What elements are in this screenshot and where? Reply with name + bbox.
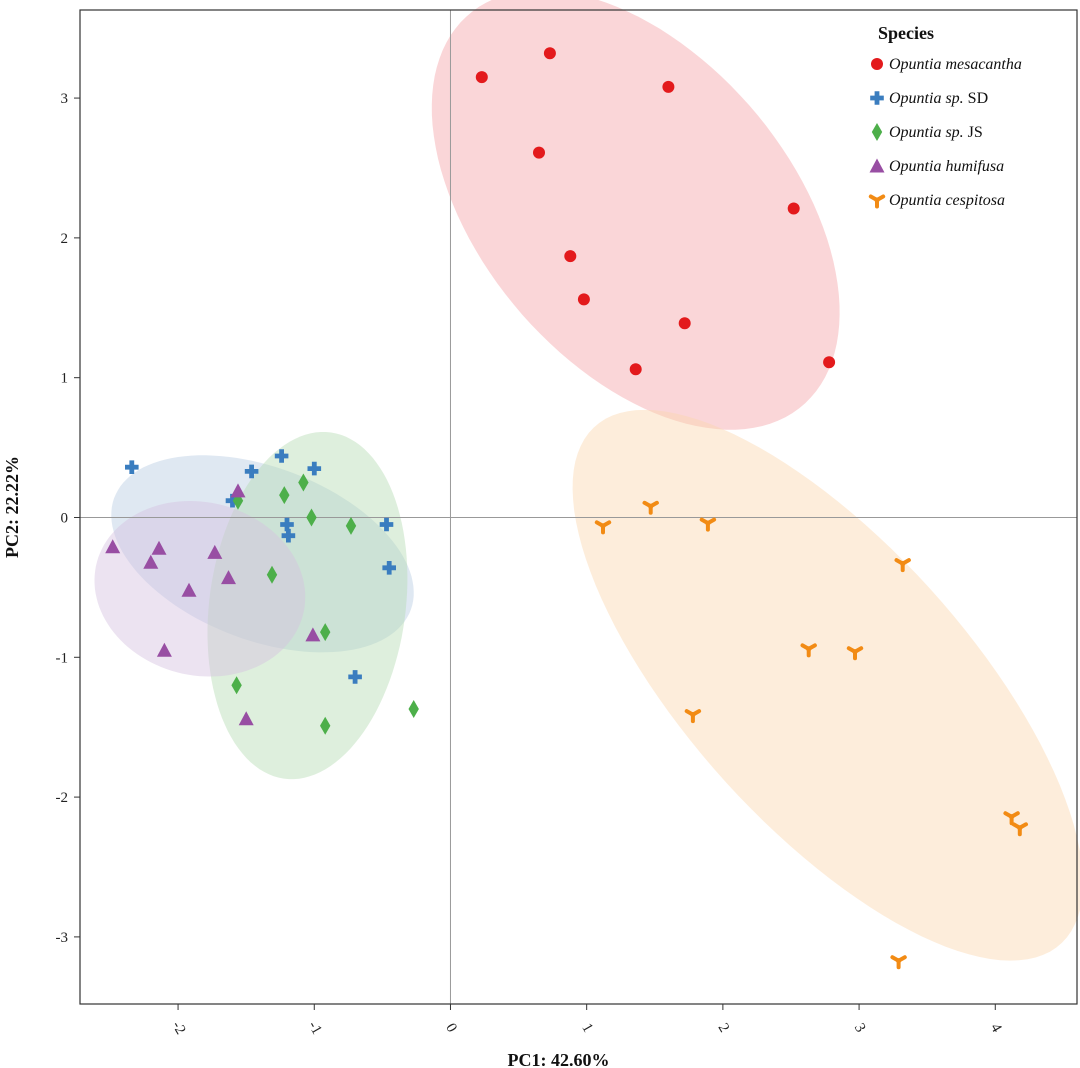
x-tick-label: 2 — [715, 1021, 733, 1035]
data-point-s5-5 — [800, 643, 817, 658]
y-tick-label: 1 — [61, 371, 69, 387]
y-axis-ticks: 3 2 1 0 -1 -2 -3 — [56, 91, 80, 946]
data-point-s1-8 — [678, 317, 691, 330]
y-tick-label: -3 — [56, 930, 69, 946]
data-point-s2-9 — [382, 561, 396, 575]
data-point-s2-3 — [244, 464, 259, 479]
data-point-s5-2 — [642, 500, 659, 515]
x-tick-label: -1 — [305, 1019, 325, 1038]
data-point-s3-6 — [266, 565, 278, 584]
data-point-s3-1 — [298, 473, 309, 492]
legend-marker-1 — [871, 58, 883, 70]
data-point-s2-4 — [307, 461, 322, 476]
x-axis-title: PC1: 42.60% — [508, 1050, 610, 1068]
data-point-s1-10 — [823, 356, 836, 369]
y-tick-label: 3 — [61, 91, 69, 107]
data-point-s1-3 — [662, 80, 675, 93]
data-point-s4-6 — [221, 570, 236, 585]
x-tick-label: 1 — [578, 1021, 596, 1035]
data-point-s5-6 — [846, 646, 864, 661]
x-tick-label: 3 — [851, 1021, 869, 1035]
confidence-ellipses — [94, 0, 1080, 961]
data-point-s4-4 — [207, 544, 223, 559]
legend-marker-2 — [870, 91, 884, 105]
x-tick-label: 0 — [442, 1021, 460, 1035]
legend-entry-1: Opuntia mesacantha — [889, 56, 1022, 73]
legend-entry-2: Opuntia sp. SD — [889, 90, 988, 107]
data-point-s1-1 — [475, 71, 488, 84]
plot-frame — [79, 9, 1078, 1005]
y-axis-title: PC2: 22.22% — [2, 456, 22, 558]
data-point-s2-2 — [274, 449, 289, 463]
data-point-s3-9 — [320, 716, 331, 735]
data-point-s1-4 — [533, 146, 545, 159]
data-point-s5-1 — [594, 520, 612, 535]
data-points — [105, 47, 1028, 970]
data-point-s3-4 — [306, 508, 317, 527]
y-tick-label: 0 — [61, 510, 69, 526]
data-point-s1-9 — [629, 363, 642, 376]
y-tick-label: -1 — [56, 650, 69, 666]
data-point-s2-1 — [125, 460, 139, 474]
data-point-s5-4 — [894, 558, 911, 573]
data-point-s5-10 — [890, 955, 907, 970]
data-point-s4-10 — [238, 711, 254, 726]
legend-marker-5 — [868, 194, 886, 209]
legend: Species Opuntia mesacantha Opuntia sp. SD… — [868, 23, 1022, 209]
data-point-s3-5 — [345, 516, 357, 535]
legend-marker-3 — [871, 123, 883, 141]
reference-lines — [80, 10, 1077, 1004]
legend-entry-4: Opuntia humifusa — [889, 158, 1004, 175]
data-point-s1-2 — [543, 47, 556, 60]
data-point-s4-9 — [156, 642, 172, 657]
data-point-s5-7 — [684, 709, 702, 724]
data-point-s4-7 — [181, 582, 197, 597]
data-point-s4-2 — [105, 539, 121, 554]
data-point-s4-3 — [151, 540, 167, 555]
x-axis-ticks: -2 -1 0 1 2 3 4 — [168, 1004, 1005, 1038]
x-tick-label: 4 — [987, 1021, 1005, 1036]
data-point-s5-8 — [1003, 811, 1020, 826]
legend-marker-4 — [869, 158, 885, 173]
confidence-ellipse-3 — [207, 432, 408, 780]
confidence-ellipse-4 — [94, 501, 306, 677]
data-point-s4-5 — [143, 554, 159, 569]
x-tick-label: -2 — [168, 1019, 188, 1038]
y-tick-label: 2 — [61, 231, 69, 247]
data-point-s1-6 — [564, 250, 577, 263]
data-point-s3-2 — [279, 486, 290, 505]
data-point-s1-7 — [577, 293, 590, 306]
data-point-s2-5 — [225, 493, 240, 508]
legend-title: Species — [878, 23, 934, 43]
data-point-s1-5 — [787, 202, 800, 215]
confidence-ellipse-5 — [572, 409, 1080, 961]
data-point-s5-9 — [1011, 822, 1028, 837]
data-point-s2-6 — [280, 517, 294, 532]
data-point-s4-8 — [305, 627, 321, 642]
confidence-ellipse-2 — [111, 455, 414, 653]
legend-entry-3: Opuntia sp. JS — [889, 124, 983, 141]
data-point-s2-7 — [281, 528, 296, 543]
legend-entry-5: Opuntia cespitosa — [889, 192, 1005, 209]
data-point-s3-10 — [408, 700, 419, 718]
data-point-s2-8 — [379, 517, 394, 532]
confidence-ellipse-1 — [431, 0, 840, 430]
data-point-s5-3 — [699, 517, 717, 532]
data-point-s2-10 — [348, 670, 362, 684]
data-point-s4-1 — [230, 483, 246, 498]
y-tick-label: -2 — [56, 790, 69, 806]
data-point-s3-7 — [320, 623, 331, 642]
